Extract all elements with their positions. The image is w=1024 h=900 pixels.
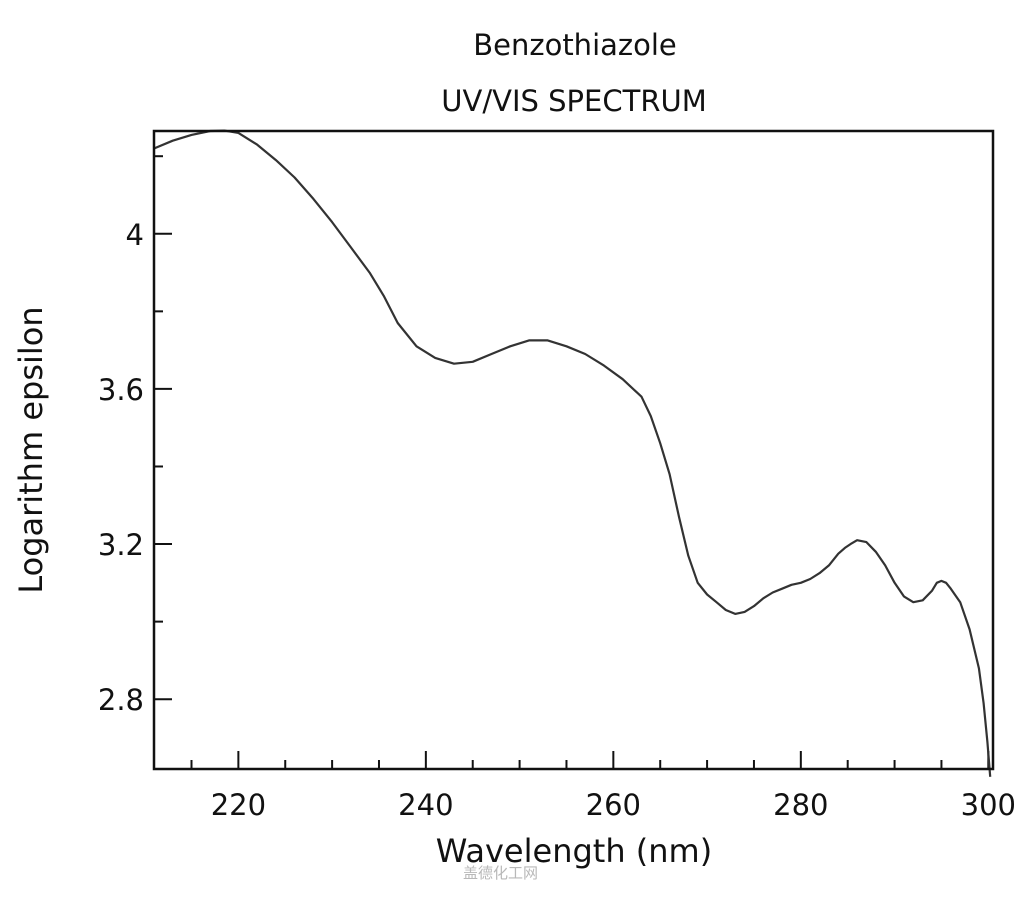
x-tick-label: 300 — [961, 788, 1016, 822]
tick-marks — [154, 155, 990, 769]
y-tick-label: 3.6 — [98, 373, 144, 407]
plot-frame — [152, 129, 995, 771]
chart-title: Benzothiazole — [473, 28, 677, 62]
tick-labels: 220 240 260 280 300 2.8 3.2 3.6 4 — [98, 218, 1016, 822]
chart-subtitle: UV/VIS SPECTRUM — [441, 84, 706, 118]
x-tick-label: 260 — [586, 788, 641, 822]
x-tick-label: 220 — [211, 788, 266, 822]
x-axis-label: Wavelength (nm) — [436, 832, 712, 870]
y-tick-label: 2.8 — [98, 683, 144, 717]
x-tick-label: 280 — [773, 788, 828, 822]
watermark-text: 盖德化工网 — [463, 864, 539, 882]
y-tick-label: 3.2 — [98, 528, 144, 562]
y-axis-label: Logarithm epsilon — [12, 306, 50, 593]
y-tick-label: 4 — [126, 218, 144, 252]
x-tick-label: 240 — [398, 788, 453, 822]
spectrum-line — [153, 129, 992, 777]
